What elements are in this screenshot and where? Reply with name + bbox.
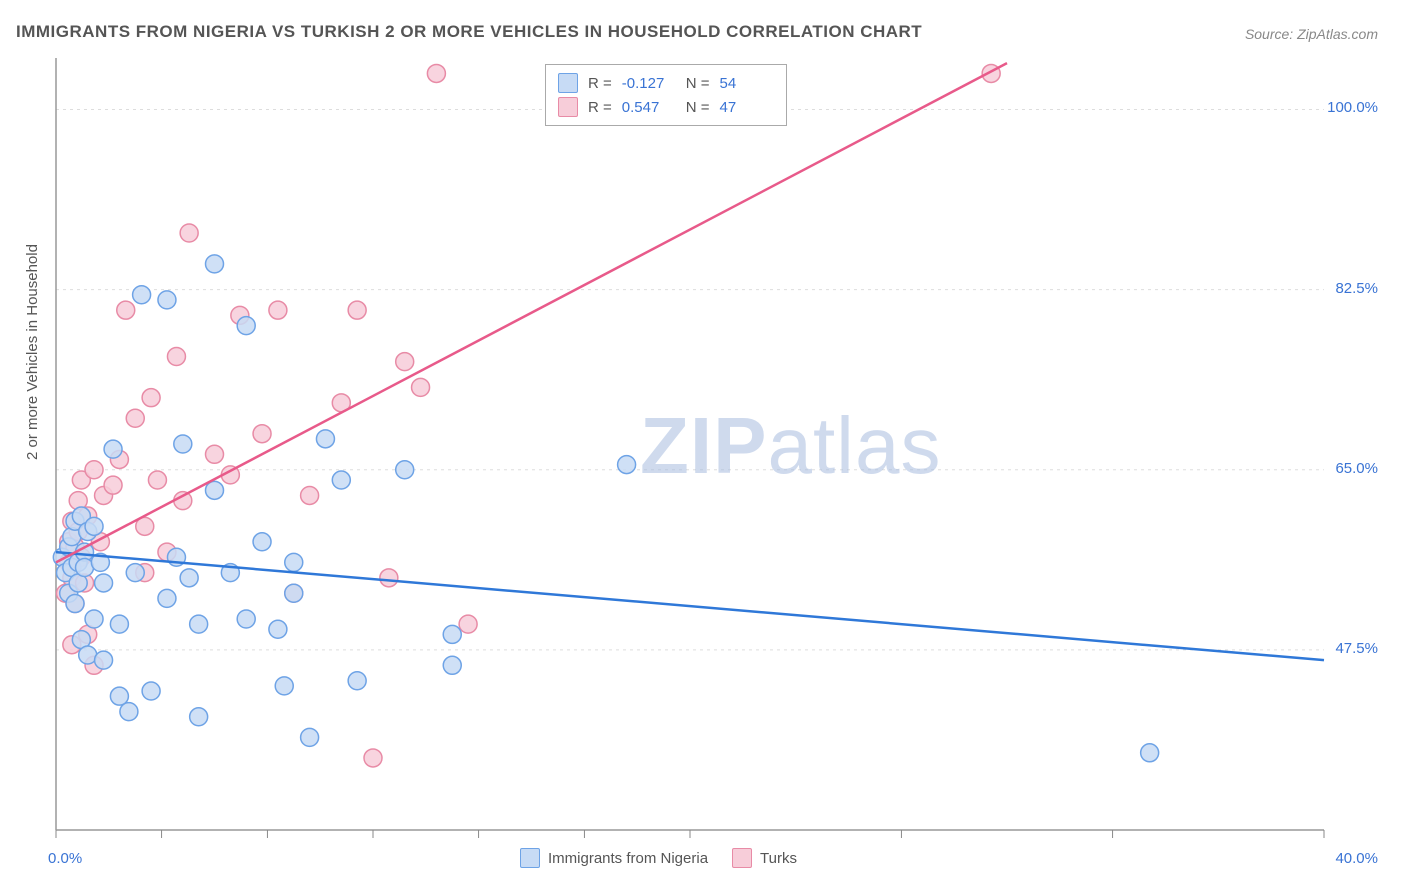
y-tick-label: 82.5%	[1335, 280, 1378, 297]
stat-n-value: 54	[720, 75, 774, 92]
legend-label: Turks	[760, 850, 797, 867]
correlation-stat-box: R = -0.127 N = 54 R = 0.547 N = 47	[545, 64, 787, 126]
stat-swatch-icon	[558, 97, 578, 117]
stat-n-label: N =	[686, 75, 710, 92]
legend-item-turks: Turks	[732, 848, 797, 868]
stat-r-label: R =	[588, 75, 612, 92]
y-axis-label: 2 or more Vehicles in Household	[24, 244, 41, 460]
stat-row-nigeria: R = -0.127 N = 54	[558, 71, 774, 95]
series-legend: Immigrants from Nigeria Turks	[520, 848, 797, 868]
stat-n-label: N =	[686, 99, 710, 116]
legend-swatch-icon	[520, 848, 540, 868]
x-axis-max-label: 40.0%	[1335, 850, 1378, 867]
correlation-chart: IMMIGRANTS FROM NIGERIA VS TURKISH 2 OR …	[0, 0, 1406, 892]
stat-n-value: 47	[720, 99, 774, 116]
legend-swatch-icon	[732, 848, 752, 868]
stat-row-turks: R = 0.547 N = 47	[558, 95, 774, 119]
stat-r-label: R =	[588, 99, 612, 116]
legend-item-nigeria: Immigrants from Nigeria	[520, 848, 708, 868]
chart-plot-area	[0, 0, 1406, 892]
y-tick-label: 65.0%	[1335, 460, 1378, 477]
y-tick-label: 47.5%	[1335, 640, 1378, 657]
stat-r-value: 0.547	[622, 99, 676, 116]
legend-label: Immigrants from Nigeria	[548, 850, 708, 867]
stat-r-value: -0.127	[622, 75, 676, 92]
x-axis-origin-label: 0.0%	[48, 850, 82, 867]
stat-swatch-icon	[558, 73, 578, 93]
y-tick-label: 100.0%	[1327, 99, 1378, 116]
